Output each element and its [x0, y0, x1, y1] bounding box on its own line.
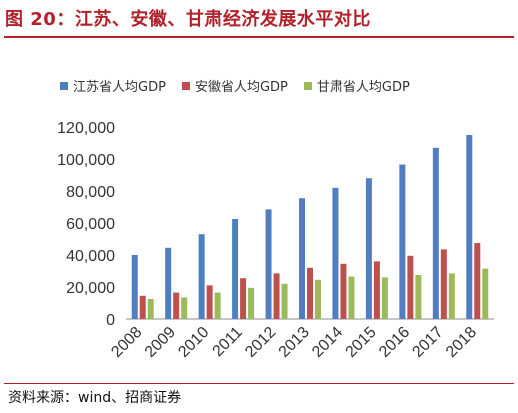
x-tick-label: 2008	[108, 324, 145, 361]
chart-legend: 江苏省人均GDP 安徽省人均GDP 甘肃省人均GDP	[60, 76, 510, 95]
x-tick-label: 2010	[175, 324, 212, 361]
y-tick-label: 20,000	[66, 280, 115, 297]
y-tick-label: 0	[106, 312, 115, 329]
bar-anhui-2017	[440, 249, 447, 319]
bar-gansu-2017	[448, 273, 455, 319]
bar-anhui-2018	[474, 243, 481, 319]
bar-jiangsu-2018	[466, 135, 473, 319]
x-tick-label: 2012	[242, 324, 279, 361]
bar-jiangsu-2008	[131, 255, 138, 319]
source-note: 资料来源：wind、招商证券	[8, 390, 182, 406]
bar-anhui-2014	[340, 263, 347, 319]
x-tick-label: 2018	[443, 324, 480, 361]
bar-jiangsu-2011	[232, 219, 239, 319]
legend-label-jiangsu: 江苏省人均GDP	[73, 80, 166, 95]
legend-swatch-anhui	[181, 81, 190, 90]
bar-anhui-2012	[273, 273, 280, 319]
bar-gansu-2015	[381, 277, 388, 319]
bar-anhui-2016	[407, 255, 414, 319]
legend-swatch-jiangsu	[60, 81, 68, 90]
legend-label-anhui: 安徽省人均GDP	[194, 80, 288, 95]
x-tick-label: 2011	[210, 324, 246, 360]
x-tick-label: 2014	[309, 324, 346, 361]
bar-gansu-2009	[181, 297, 188, 319]
bar-gansu-2018	[482, 268, 489, 319]
bar-anhui-2013	[307, 267, 313, 319]
legend-item-anhui: 安徽省人均GDP	[181, 76, 288, 95]
x-tick-label: 2015	[343, 324, 380, 361]
y-tick-label: 100,000	[57, 152, 115, 169]
bar-jiangsu-2009	[165, 247, 172, 319]
bar-gansu-2016	[415, 275, 422, 319]
legend-label-gansu: 甘肃省人均GDP	[316, 80, 410, 95]
x-tick-label: 2017	[409, 324, 446, 361]
bar-jiangsu-2016	[399, 164, 406, 319]
figure-title: 图 20：江苏、安徽、甘肃经济发展水平对比	[5, 9, 371, 30]
bar-gansu-2012	[281, 283, 288, 319]
bar-anhui-2015	[373, 261, 380, 319]
x-tick-label: 2016	[376, 324, 413, 361]
x-tick-label: 2013	[276, 324, 313, 361]
x-tick-label: 2009	[142, 324, 179, 361]
bar-anhui-2011	[240, 278, 247, 319]
bar-anhui-2010	[206, 285, 213, 319]
y-tick-label: 80,000	[66, 184, 115, 201]
y-tick-label: 60,000	[66, 216, 115, 233]
bar-anhui-2008	[139, 295, 146, 319]
bar-jiangsu-2014	[332, 187, 339, 319]
bar-jiangsu-2013	[299, 198, 305, 319]
bar-gansu-2010	[214, 292, 221, 319]
bar-jiangsu-2015	[365, 178, 372, 319]
bar-jiangsu-2010	[198, 234, 205, 319]
title-divider	[4, 36, 514, 38]
legend-swatch-gansu	[303, 81, 312, 90]
bar-jiangsu-2012	[265, 209, 272, 319]
bar-gansu-2013	[315, 279, 321, 319]
legend-item-jiangsu: 江苏省人均GDP	[60, 76, 166, 95]
bar-gansu-2008	[147, 299, 154, 319]
legend-item-gansu: 甘肃省人均GDP	[303, 76, 410, 95]
bar-gansu-2011	[248, 287, 255, 319]
bar-anhui-2009	[173, 292, 180, 319]
footer-divider	[4, 383, 514, 384]
y-tick-label: 40,000	[66, 248, 115, 265]
bar-gansu-2014	[348, 276, 355, 319]
bar-jiangsu-2017	[432, 147, 439, 319]
y-tick-label: 120,000	[57, 120, 115, 137]
